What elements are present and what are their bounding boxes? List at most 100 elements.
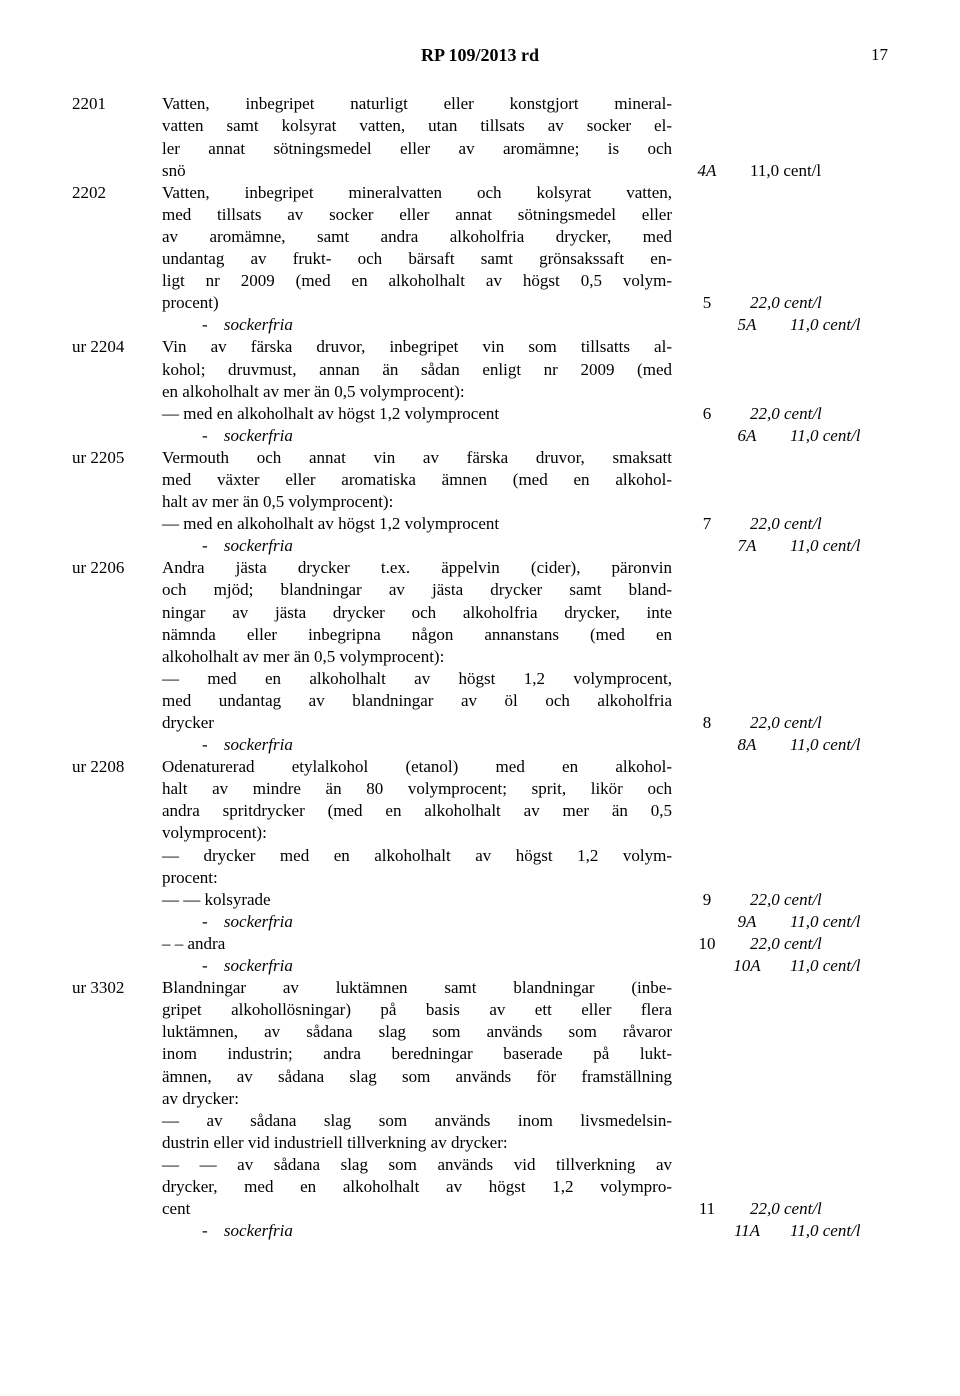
table-row: alkoholhalt av mer än 0,5 volymprocent):	[72, 646, 888, 668]
table-row: sockerfria6A11,0 cent/l	[72, 425, 888, 447]
tariff-description: sockerfria	[162, 314, 712, 336]
tariff-description: volymprocent):	[162, 822, 672, 844]
table-row: dustrin eller vid industriell tillverkni…	[72, 1132, 888, 1154]
tariff-description: — drycker med en alkoholhalt av högst 1,…	[162, 845, 672, 867]
table-row: — med en alkoholhalt av högst 1,2 volymp…	[72, 403, 888, 425]
tariff-description: halt av mer än 0,5 volymprocent):	[162, 491, 672, 513]
table-row: vatten samt kolsyrat vatten, utan tillsa…	[72, 115, 888, 137]
rate-value: 22,0 cent/l	[742, 933, 882, 955]
tariff-description: sockerfria	[162, 955, 712, 977]
tariff-description: Vin av färska druvor, inbegripet vin som…	[162, 336, 672, 358]
table-row: drycker, med en alkoholhalt av högst 1,2…	[72, 1176, 888, 1198]
product-group-number: 7A	[712, 535, 782, 557]
table-row: ur 2206Andra jästa drycker t.ex. äppelvi…	[72, 557, 888, 579]
tariff-description: undantag av frukt- och bärsaft samt grön…	[162, 248, 672, 270]
tariff-description: luktämnen, av sådana slag som används so…	[162, 1021, 672, 1043]
table-row: med undantag av blandningar av öl och al…	[72, 690, 888, 712]
rate-value: 11,0 cent/l	[782, 911, 922, 933]
table-row: och mjöd; blandningar av jästa drycker s…	[72, 579, 888, 601]
tariff-description: ligt nr 2009 (med en alkoholhalt av högs…	[162, 270, 672, 292]
rate-value: 11,0 cent/l	[782, 1220, 922, 1242]
tariff-description: och mjöd; blandningar av jästa drycker s…	[162, 579, 672, 601]
rate-value: 11,0 cent/l	[782, 955, 922, 977]
product-group-number: 7	[672, 513, 742, 535]
rate-value: 11,0 cent/l	[782, 425, 922, 447]
tariff-description: snö	[162, 160, 672, 182]
table-row: inom industrin; andra beredningar basera…	[72, 1043, 888, 1065]
rate-value: 22,0 cent/l	[742, 1198, 882, 1220]
rate-value: 11,0 cent/l	[782, 535, 922, 557]
table-row: – – andra1022,0 cent/l	[72, 933, 888, 955]
table-row: ligt nr 2009 (med en alkoholhalt av högs…	[72, 270, 888, 292]
tariff-description: av aromämne, samt andra alkoholfria dryc…	[162, 226, 672, 248]
tariff-description: Vatten, inbegripet naturligt eller konst…	[162, 93, 672, 115]
tariff-description: dustrin eller vid industriell tillverkni…	[162, 1132, 672, 1154]
table-row: en alkoholhalt av mer än 0,5 volymprocen…	[72, 381, 888, 403]
tariff-description: sockerfria	[162, 734, 712, 756]
tariff-code: 2201	[72, 93, 162, 115]
rate-value: 22,0 cent/l	[742, 403, 882, 425]
table-row: av drycker:	[72, 1088, 888, 1110]
table-row: — med en alkoholhalt av högst 1,2 volymp…	[72, 668, 888, 690]
tariff-description: andra spritdrycker (med en alkoholhalt a…	[162, 800, 672, 822]
table-row: sockerfria9A11,0 cent/l	[72, 911, 888, 933]
product-group-number: 11A	[712, 1220, 782, 1242]
table-row: procent:	[72, 867, 888, 889]
product-group-number: 11	[672, 1198, 742, 1220]
tariff-description: drycker, med en alkoholhalt av högst 1,2…	[162, 1176, 672, 1198]
table-row: — med en alkoholhalt av högst 1,2 volymp…	[72, 513, 888, 535]
product-group-number: 10A	[712, 955, 782, 977]
tariff-description: gripet alkohollösningar) på basis av ett…	[162, 999, 672, 1021]
tariff-description: sockerfria	[162, 911, 712, 933]
doc-title: RP 109/2013 rd	[421, 45, 539, 65]
tariff-description: med växter eller aromatiska ämnen (med e…	[162, 469, 672, 491]
tariff-description: en alkoholhalt av mer än 0,5 volymprocen…	[162, 381, 672, 403]
tariff-description: procent)	[162, 292, 672, 314]
table-row: volymprocent):	[72, 822, 888, 844]
product-group-number: 6	[672, 403, 742, 425]
table-row: ningar av jästa drycker och alkoholfria …	[72, 602, 888, 624]
table-row: sockerfria5A11,0 cent/l	[72, 314, 888, 336]
table-row: gripet alkohollösningar) på basis av ett…	[72, 999, 888, 1021]
tariff-code: ur 3302	[72, 977, 162, 999]
tariff-description: procent:	[162, 867, 672, 889]
tariff-description: alkoholhalt av mer än 0,5 volymprocent):	[162, 646, 672, 668]
tariff-description: kohol; druvmust, annan än sådan enligt n…	[162, 359, 672, 381]
tariff-description: sockerfria	[162, 425, 712, 447]
table-row: andra spritdrycker (med en alkoholhalt a…	[72, 800, 888, 822]
table-row: halt av mindre än 80 volymprocent; sprit…	[72, 778, 888, 800]
table-row: sockerfria10A11,0 cent/l	[72, 955, 888, 977]
table-row: sockerfria8A11,0 cent/l	[72, 734, 888, 756]
rate-value: 11,0 cent/l	[782, 734, 922, 756]
tariff-description: inom industrin; andra beredningar basera…	[162, 1043, 672, 1065]
tariff-description: vatten samt kolsyrat vatten, utan tillsa…	[162, 115, 672, 137]
table-row: snö4A11,0 cent/l	[72, 160, 888, 182]
tariff-code: 2202	[72, 182, 162, 204]
table-row: cent1122,0 cent/l	[72, 1198, 888, 1220]
product-group-number: 8	[672, 712, 742, 734]
table-row: — — kolsyrade922,0 cent/l	[72, 889, 888, 911]
table-row: ler annat sötningsmedel eller av aromämn…	[72, 138, 888, 160]
tariff-description: drycker	[162, 712, 672, 734]
table-row: nämnda eller inbegripna någon annanstans…	[72, 624, 888, 646]
tariff-description: av drycker:	[162, 1088, 672, 1110]
product-group-number: 6A	[712, 425, 782, 447]
tariff-table: 2201Vatten, inbegripet naturligt eller k…	[72, 93, 888, 1242]
table-row: 2201Vatten, inbegripet naturligt eller k…	[72, 93, 888, 115]
product-group-number: 4A	[672, 160, 742, 182]
tariff-description: ningar av jästa drycker och alkoholfria …	[162, 602, 672, 624]
table-row: — drycker med en alkoholhalt av högst 1,…	[72, 845, 888, 867]
product-group-number: 5A	[712, 314, 782, 336]
product-group-number: 9A	[712, 911, 782, 933]
table-row: sockerfria11A11,0 cent/l	[72, 1220, 888, 1242]
table-row: halt av mer än 0,5 volymprocent):	[72, 491, 888, 513]
tariff-description: — med en alkoholhalt av högst 1,2 volymp…	[162, 668, 672, 690]
product-group-number: 5	[672, 292, 742, 314]
tariff-description: med undantag av blandningar av öl och al…	[162, 690, 672, 712]
rate-value: 22,0 cent/l	[742, 712, 882, 734]
tariff-description: — — kolsyrade	[162, 889, 672, 911]
table-row: ur 3302Blandningar av luktämnen samt bla…	[72, 977, 888, 999]
rate-value: 22,0 cent/l	[742, 513, 882, 535]
tariff-description: ämnen, av sådana slag som används för fr…	[162, 1066, 672, 1088]
tariff-description: sockerfria	[162, 535, 712, 557]
